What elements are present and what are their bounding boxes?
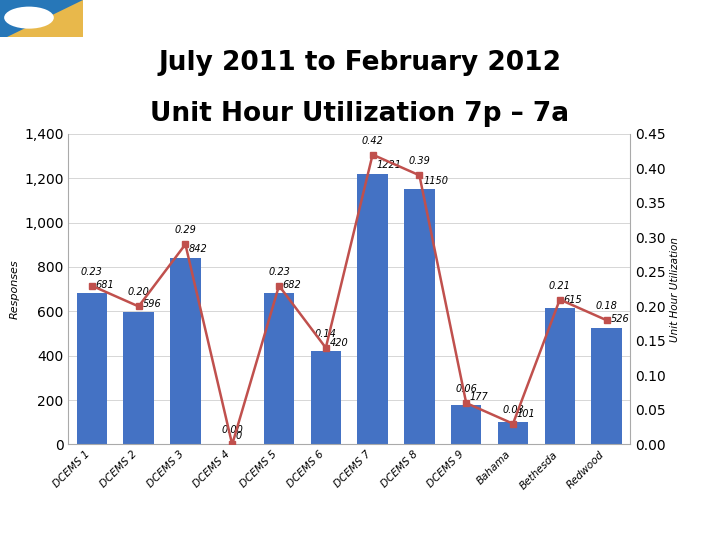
Text: 526: 526	[611, 314, 629, 325]
Text: 596: 596	[143, 299, 161, 309]
Text: 1221: 1221	[377, 160, 401, 170]
Text: 177: 177	[470, 392, 489, 402]
Text: 0.06: 0.06	[455, 384, 477, 394]
Text: 0.23: 0.23	[268, 267, 290, 276]
Bar	[498, 422, 528, 444]
Text: 0.21: 0.21	[549, 281, 571, 291]
Text: 0.39: 0.39	[408, 157, 431, 166]
Text: 0.20: 0.20	[127, 287, 150, 298]
Text: 842: 842	[189, 244, 208, 254]
Text: 0.14: 0.14	[315, 329, 337, 339]
Y-axis label: Responses: Responses	[10, 259, 20, 319]
Bar	[264, 293, 294, 444]
Bar	[123, 312, 154, 444]
Bar	[591, 328, 622, 444]
Text: 1150: 1150	[423, 176, 448, 186]
Circle shape	[4, 6, 54, 29]
Text: 101: 101	[517, 409, 536, 419]
Bar	[76, 293, 107, 444]
Text: “ENHANCING THE HEALTH AND WELFARE OF DURHAM COUNTY CITIZENS”: “ENHANCING THE HEALTH AND WELFARE OF DUR…	[114, 518, 606, 529]
Text: 0.42: 0.42	[361, 136, 384, 146]
Bar	[451, 405, 482, 444]
Bar	[544, 308, 575, 444]
Text: 420: 420	[330, 338, 348, 348]
Text: 681: 681	[96, 280, 114, 290]
Text: Durham County Emergency Medical Services: Durham County Emergency Medical Services	[313, 11, 698, 25]
Bar	[357, 174, 388, 444]
Y-axis label: Unit Hour Utilization: Unit Hour Utilization	[670, 237, 680, 342]
Text: 0.29: 0.29	[174, 225, 197, 235]
Text: 0.23: 0.23	[81, 267, 103, 276]
Polygon shape	[6, 0, 83, 37]
Text: July 2011 to February 2012: July 2011 to February 2012	[158, 50, 562, 76]
Text: 682: 682	[283, 280, 302, 290]
Text: 615: 615	[564, 295, 582, 305]
Text: 0: 0	[236, 431, 242, 441]
Bar	[404, 190, 435, 444]
Bar	[170, 258, 201, 444]
Text: 0.03: 0.03	[502, 405, 524, 415]
Text: Unit Hour Utilization 7p – 7a: Unit Hour Utilization 7p – 7a	[150, 101, 570, 127]
Text: 0.00: 0.00	[221, 426, 243, 435]
Bar	[310, 352, 341, 444]
Text: 0.18: 0.18	[595, 301, 618, 311]
